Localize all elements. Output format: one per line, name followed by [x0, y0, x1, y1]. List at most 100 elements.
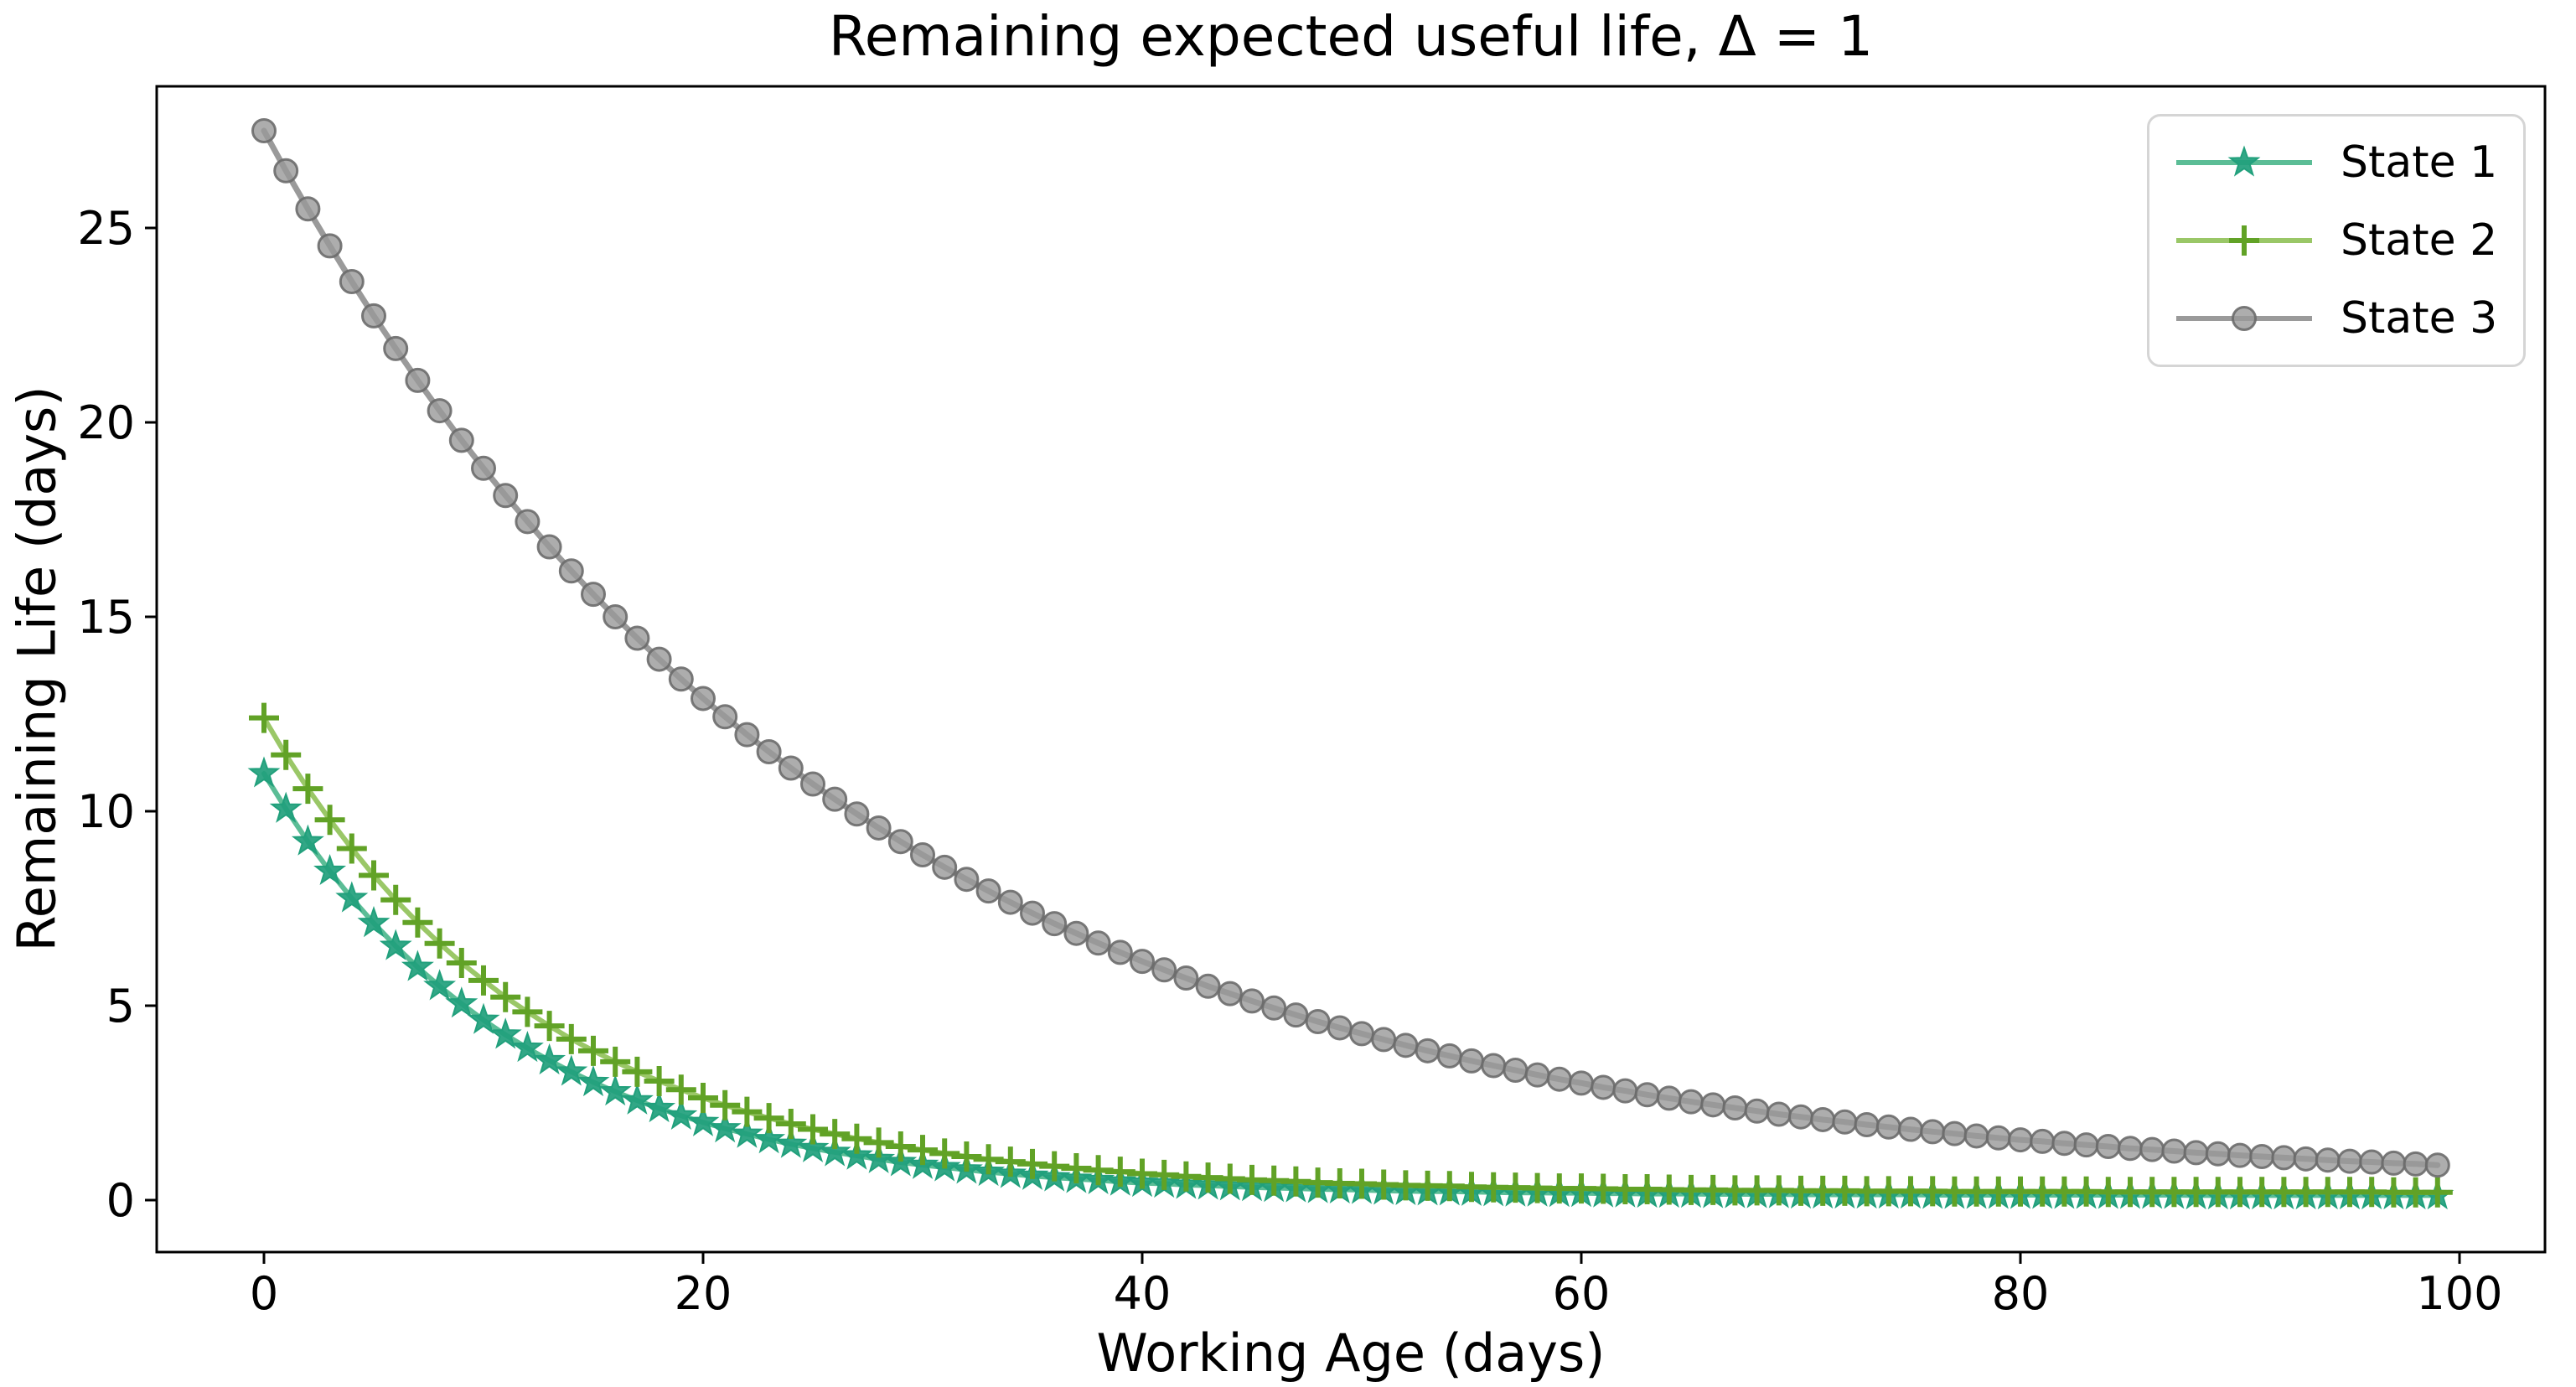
x-tick-label: 0 — [250, 1267, 278, 1320]
y-tick-label: 10 — [77, 785, 135, 838]
star-marker — [598, 1074, 632, 1106]
circle-marker — [1942, 1120, 1968, 1146]
plus-marker — [402, 907, 433, 938]
circle-marker — [273, 158, 299, 184]
circle-marker — [2424, 1152, 2450, 1178]
circle-marker — [1920, 1119, 1946, 1145]
state-2-line-plus-icon — [2176, 225, 2312, 256]
circle-marker — [1020, 900, 1045, 926]
circle-marker — [1788, 1104, 1813, 1130]
circle-marker — [1875, 1114, 1901, 1140]
circle-marker — [448, 427, 474, 453]
star-marker — [423, 969, 457, 1001]
circle-marker — [1524, 1062, 1550, 1088]
circle-marker — [2227, 1142, 2253, 1168]
circle-marker — [1173, 965, 1199, 991]
circle-marker — [997, 889, 1023, 915]
circle-marker — [1371, 1027, 1397, 1053]
state-3-line-circle-icon — [2176, 306, 2312, 332]
circle-marker — [471, 455, 496, 481]
circle-marker — [2030, 1128, 2056, 1154]
circle-marker — [1481, 1053, 1507, 1079]
circle-marker — [2359, 1149, 2385, 1175]
plus-marker — [665, 1074, 696, 1105]
circle-marker — [668, 666, 694, 692]
x-axis-label: Working Age (days) — [1096, 1322, 1606, 1384]
axes-spines — [155, 85, 2547, 1254]
circle-marker — [910, 841, 935, 867]
legend-label: State 1 — [2341, 137, 2498, 188]
circle-marker — [2403, 1151, 2429, 1177]
circle-marker — [2337, 1148, 2362, 1174]
x-tick-label: 60 — [1553, 1267, 1611, 1320]
plus-marker — [710, 1089, 741, 1120]
circle-marker — [1546, 1066, 1572, 1092]
plus-marker — [314, 805, 345, 836]
circle-marker — [558, 558, 584, 584]
plus-marker — [534, 1011, 565, 1042]
plus-marker — [753, 1103, 784, 1134]
circle-marker — [624, 625, 650, 651]
plus-marker — [863, 1127, 894, 1158]
y-axis-label: Remaining Life (days) — [6, 386, 68, 952]
circle-marker — [2315, 1147, 2341, 1173]
circle-marker — [1656, 1085, 1682, 1111]
circle-marker — [1459, 1048, 1484, 1074]
y-tick-label: 20 — [77, 396, 135, 449]
circle-marker — [975, 878, 1001, 904]
plus-marker — [380, 884, 411, 915]
circle-marker — [887, 829, 913, 855]
star-marker — [555, 1054, 588, 1086]
plus-marker — [468, 965, 499, 996]
plus-marker — [336, 833, 367, 864]
circle-marker — [1963, 1123, 1989, 1149]
star-marker — [577, 1064, 610, 1097]
circle-marker — [1634, 1082, 1660, 1108]
star-marker — [313, 853, 347, 886]
star-marker — [686, 1105, 720, 1136]
x-tick-label: 100 — [2416, 1267, 2502, 1320]
circle-marker — [1349, 1021, 1374, 1047]
plus-marker — [908, 1135, 938, 1166]
circle-marker — [800, 771, 825, 797]
circle-marker — [1151, 957, 1177, 983]
circle-marker — [2051, 1131, 2077, 1157]
plus-marker — [820, 1119, 851, 1150]
star-marker — [533, 1043, 566, 1075]
circle-marker — [646, 646, 672, 672]
circle-marker — [1612, 1078, 1638, 1104]
circle-marker — [1239, 988, 1265, 1014]
plus-marker — [556, 1023, 587, 1054]
legend-item-state-1: State 1 — [2149, 137, 2523, 188]
circle-marker — [756, 739, 782, 765]
star-marker — [2227, 145, 2261, 177]
plus-marker — [622, 1056, 653, 1087]
circle-marker — [317, 233, 343, 259]
plus-marker — [600, 1046, 631, 1077]
circle-marker — [932, 854, 958, 880]
circle-marker — [383, 335, 409, 361]
circle-marker — [581, 582, 606, 608]
plus-marker — [271, 739, 302, 770]
y-tick-label: 25 — [77, 202, 135, 255]
circle-marker — [1130, 949, 1155, 975]
circle-marker — [1327, 1015, 1353, 1041]
star-marker — [708, 1111, 742, 1143]
circle-marker — [778, 755, 804, 781]
circle-marker — [1436, 1043, 1462, 1069]
circle-marker — [1569, 1070, 1594, 1096]
circle-marker — [2293, 1146, 2319, 1172]
circle-marker — [866, 815, 892, 841]
star-marker — [665, 1098, 698, 1130]
plus-marker — [292, 774, 323, 805]
circle-marker — [1415, 1038, 1441, 1064]
circle-marker — [1107, 939, 1133, 965]
circle-marker — [2249, 1144, 2275, 1170]
star-marker — [840, 1138, 873, 1170]
circle-marker — [954, 867, 980, 893]
circle-marker — [822, 786, 848, 812]
plus-marker — [775, 1109, 806, 1140]
circle-marker — [1085, 930, 1111, 956]
star-marker — [620, 1083, 654, 1115]
